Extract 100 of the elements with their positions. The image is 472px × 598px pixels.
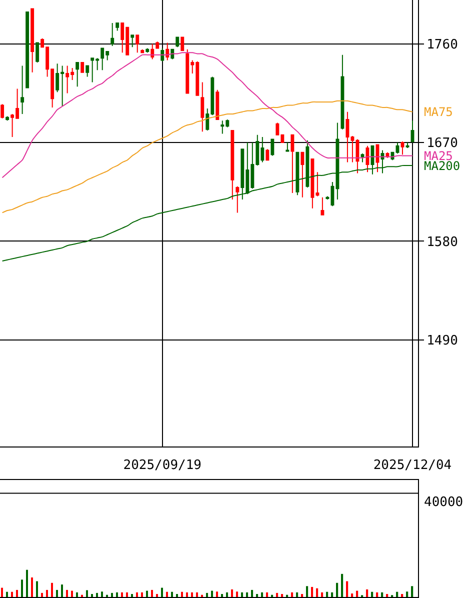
bar: [256, 594, 258, 597]
bar: [246, 592, 248, 597]
candlestick: [360, 153, 364, 163]
series-label: MA75: [424, 105, 453, 119]
bar: [101, 592, 103, 597]
bar: [161, 588, 163, 597]
bar: [176, 594, 178, 597]
bar: [76, 592, 78, 597]
bar: [241, 592, 244, 597]
bar: [36, 581, 38, 597]
bar: [381, 592, 384, 597]
bar: [186, 592, 188, 597]
bar: [281, 594, 284, 597]
bar: [166, 592, 168, 597]
candlestick: [146, 48, 150, 54]
bar: [226, 592, 228, 597]
bar: [21, 580, 23, 597]
candlestick: [76, 62, 80, 88]
bar: [91, 594, 93, 597]
bar: [396, 592, 398, 597]
candlestick: [300, 152, 304, 198]
line-series: [2, 52, 413, 178]
candlestick: [406, 142, 410, 149]
bar: [221, 594, 224, 597]
bar: [121, 592, 123, 597]
bar: [406, 592, 408, 597]
bar: [156, 594, 158, 597]
bar: [171, 592, 174, 597]
bar: [276, 592, 278, 597]
candlestick: [320, 196, 324, 216]
bar: [251, 590, 254, 597]
candlestick: [80, 62, 84, 73]
bar: [236, 592, 238, 597]
bar: [116, 592, 118, 597]
bar: [266, 592, 268, 597]
candlestick: [160, 48, 164, 62]
bar: [351, 593, 354, 597]
candlestick: [230, 130, 234, 200]
y-tick-label: 1760: [426, 37, 458, 52]
line-series: [2, 100, 413, 214]
bar: [141, 592, 143, 597]
bar: [146, 590, 148, 597]
bar: [51, 582, 53, 597]
bar: [376, 592, 378, 597]
bar: [131, 594, 133, 597]
bar: [31, 577, 33, 597]
bar: [86, 590, 88, 597]
candlestick: [410, 120, 414, 144]
candlestick: [400, 140, 404, 156]
candlestick: [156, 41, 160, 49]
bar: [126, 592, 128, 597]
bar: [356, 590, 358, 597]
candlestick: [6, 116, 10, 122]
bar: [191, 592, 194, 597]
bar: [321, 592, 324, 597]
candlestick: [116, 22, 120, 32]
candlestick: [150, 43, 154, 60]
bar: [216, 592, 218, 597]
candlestick: [86, 65, 90, 78]
bar: [366, 589, 368, 597]
bar: [311, 586, 314, 597]
series-label: MA200: [424, 159, 460, 173]
bar: [296, 592, 298, 597]
candlestick: [376, 144, 380, 173]
bar: [206, 592, 208, 597]
bar: [71, 590, 73, 597]
candlestick: [26, 12, 30, 88]
candlestick: [340, 54, 344, 130]
candlestick: [0, 104, 4, 119]
x-tick-label: 2025/12/04: [373, 458, 452, 473]
bar: [326, 592, 328, 597]
bar: [291, 592, 294, 597]
bar: [346, 581, 348, 597]
bar: [66, 590, 68, 597]
bar: [181, 592, 184, 597]
bar: [411, 586, 414, 597]
candlestick: [176, 36, 180, 48]
bar: [41, 592, 43, 597]
y-tick-label: 1670: [426, 136, 458, 152]
candlestick: [130, 34, 134, 48]
bar: [56, 590, 58, 597]
bar: [136, 592, 138, 597]
candlestick: [136, 34, 140, 54]
bar: [61, 584, 63, 597]
bar: [301, 594, 304, 597]
y-tick-label: 1580: [426, 234, 458, 250]
candlestick: [180, 36, 184, 51]
candlestick: [140, 48, 144, 54]
bar: [1, 588, 3, 597]
candlestick: [200, 82, 204, 132]
bar: [331, 592, 334, 597]
bar: [11, 592, 13, 597]
y-tick-label: 1490: [426, 333, 458, 348]
bar: [111, 592, 113, 597]
candlestick: [36, 42, 40, 63]
bar: [341, 574, 344, 597]
bar: [211, 590, 214, 597]
candlestick: [20, 65, 24, 115]
candlestick: [110, 22, 114, 47]
bar: [196, 592, 198, 597]
